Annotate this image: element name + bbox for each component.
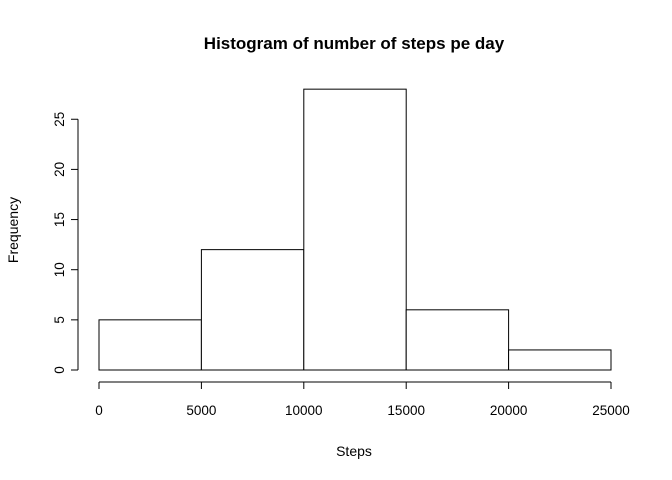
histogram-bar bbox=[405, 309, 510, 371]
x-tick-label: 20000 bbox=[490, 403, 528, 418]
histogram-bar bbox=[508, 349, 612, 371]
y-tick-label: 20 bbox=[52, 162, 67, 177]
x-axis: 0 5000 10000 15000 20000 25000 bbox=[95, 381, 630, 418]
x-axis-label: Steps bbox=[336, 443, 372, 459]
x-tick-label: 0 bbox=[95, 403, 103, 418]
x-tick-label: 10000 bbox=[285, 403, 323, 418]
y-tick-label: 0 bbox=[52, 366, 67, 374]
y-tick-label: 15 bbox=[52, 212, 67, 227]
y-tick-label: 10 bbox=[52, 262, 67, 277]
histogram-bar bbox=[200, 249, 305, 371]
bars-group bbox=[98, 88, 612, 371]
x-tick-label: 15000 bbox=[387, 403, 425, 418]
histogram-bar bbox=[303, 88, 407, 371]
x-tick-label: 25000 bbox=[592, 403, 630, 418]
y-tick-label: 5 bbox=[52, 316, 67, 324]
y-axis: 0 5 10 15 20 25 bbox=[52, 112, 79, 374]
y-tick-label: 25 bbox=[52, 112, 67, 127]
y-axis-label: Frequency bbox=[5, 197, 21, 263]
x-tick-label: 5000 bbox=[186, 403, 216, 418]
histogram-bar bbox=[98, 319, 202, 371]
chart-title: Histogram of number of steps pe day bbox=[204, 34, 505, 53]
